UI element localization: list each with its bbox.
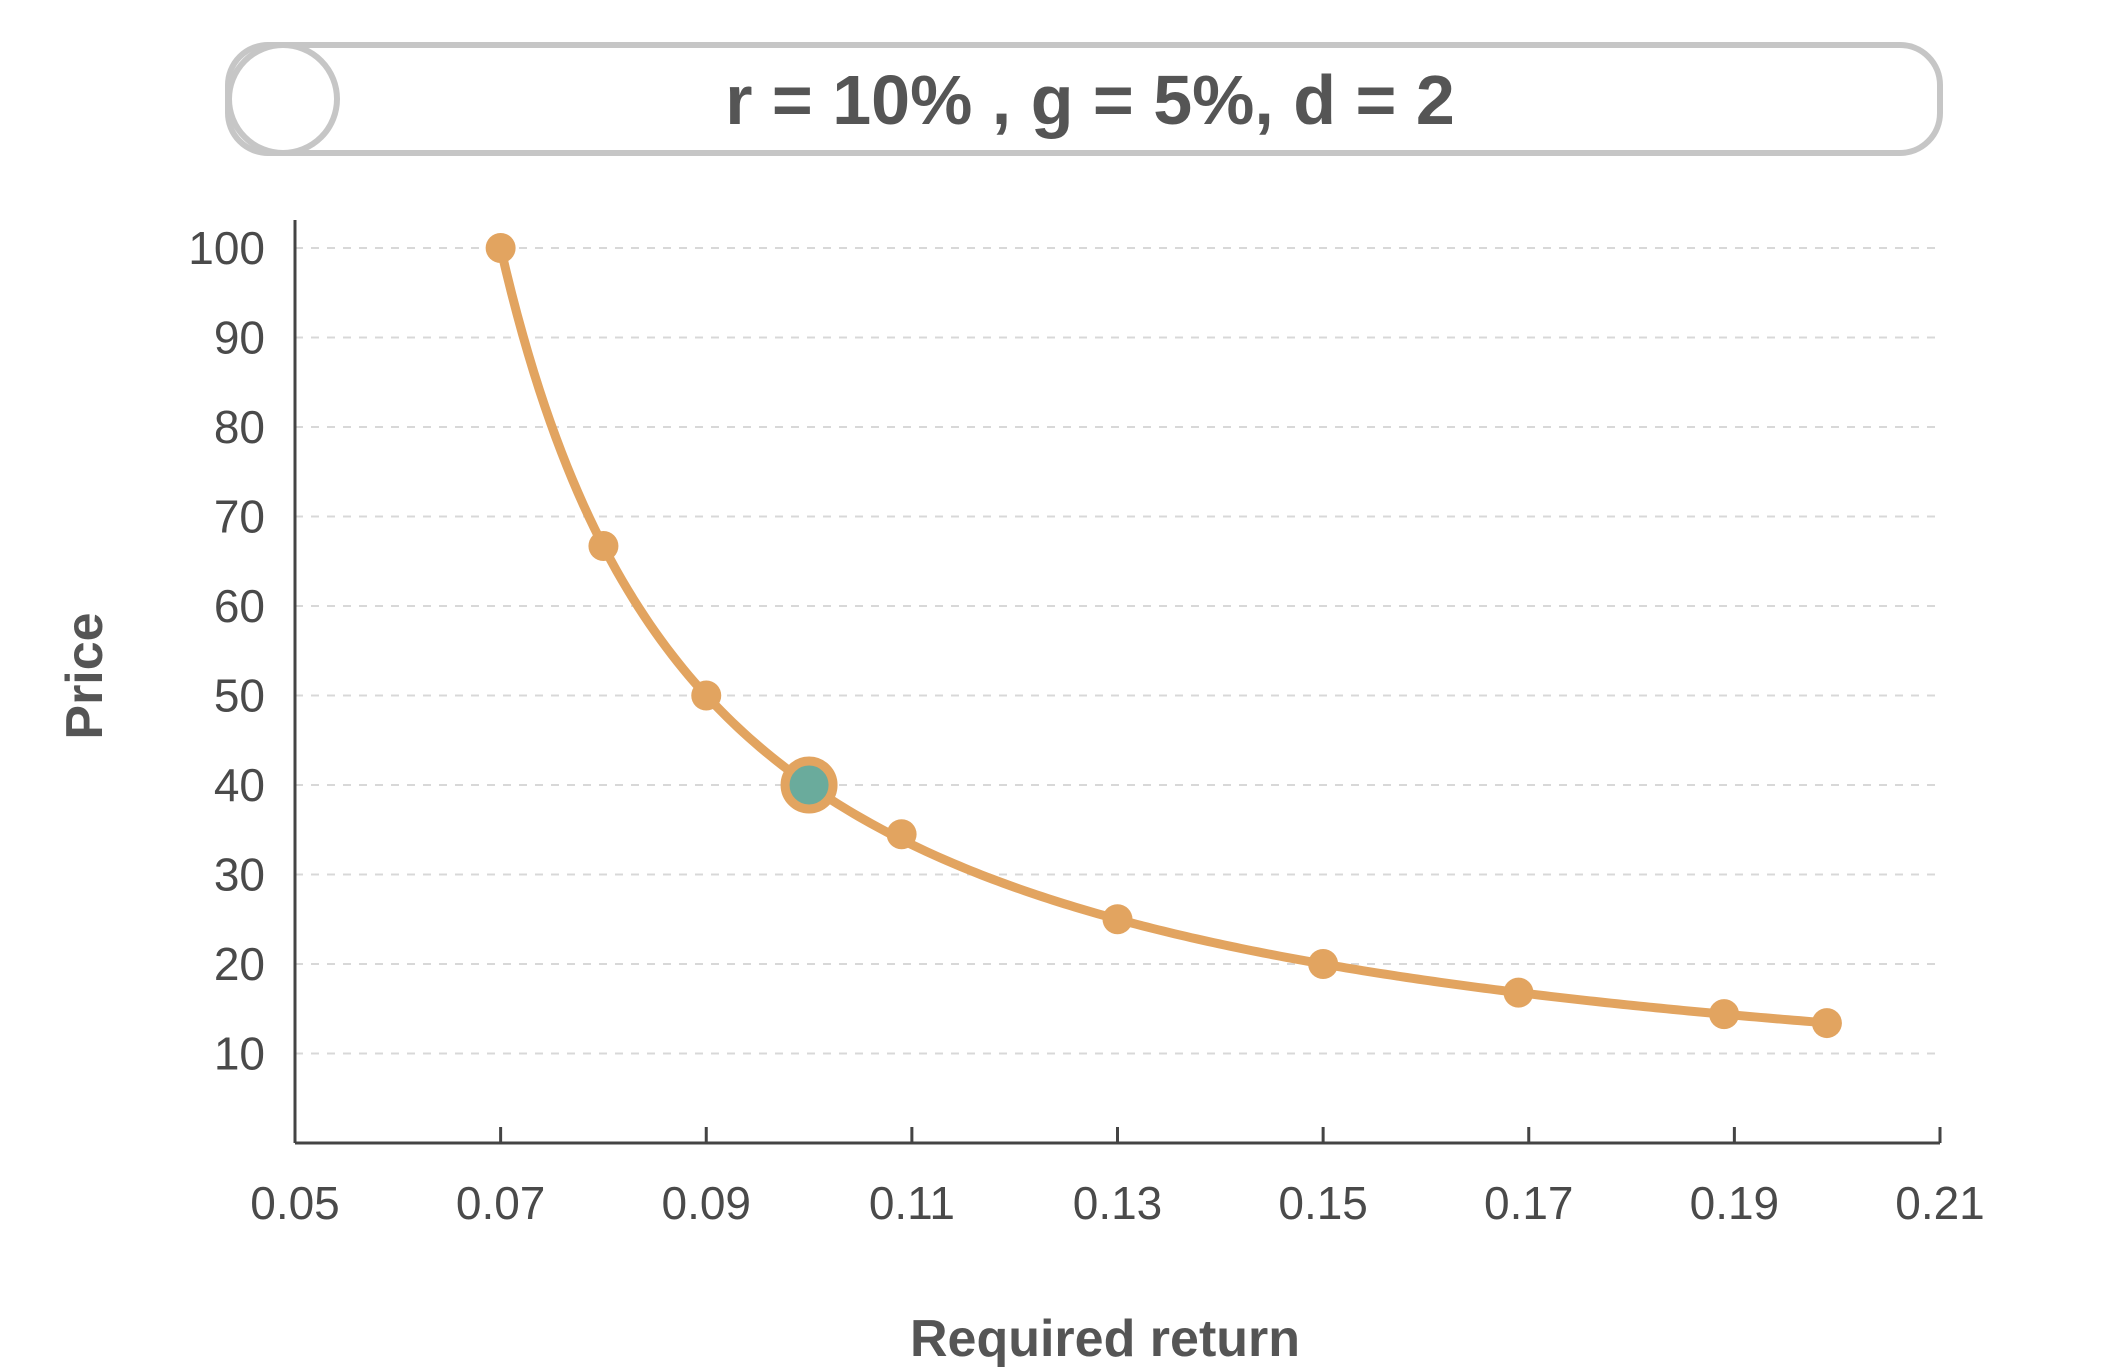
x-tick-label: 0.15 <box>1278 1177 1368 1229</box>
data-point <box>1811 1008 1842 1039</box>
x-tick-label: 0.21 <box>1895 1177 1985 1229</box>
y-axis-title: Price <box>56 612 114 739</box>
y-tick-label: 50 <box>214 670 265 722</box>
slider-label: r = 10% , g = 5%, d = 2 <box>725 61 1455 139</box>
y-tick-label: 90 <box>214 312 265 364</box>
x-tick-label: 0.19 <box>1690 1177 1780 1229</box>
y-tick-label: 10 <box>214 1028 265 1080</box>
x-tick-label: 0.05 <box>250 1177 340 1229</box>
data-point <box>886 819 917 850</box>
y-tick-label: 40 <box>214 759 265 811</box>
x-axis-title: Required return <box>910 1310 1300 1368</box>
data-points <box>485 233 1842 1039</box>
data-point <box>485 233 516 263</box>
grid-lines <box>295 247 1940 1055</box>
data-point <box>1308 949 1339 979</box>
parameter-slider[interactable]: r = 10% , g = 5%, d = 2 <box>225 42 1943 156</box>
x-tick-label: 0.13 <box>1073 1177 1163 1229</box>
y-tick-label: 30 <box>214 849 265 901</box>
data-point <box>588 531 619 562</box>
slider-knob[interactable] <box>226 42 340 156</box>
data-point <box>1709 999 1740 1030</box>
tick-labels: 10 20 30 40 50 60 70 80 90 100 0.05 0.07 0.09 0.11 0.1… <box>188 222 1985 1229</box>
axes <box>293 220 1942 1145</box>
x-tick-label: 0.11 <box>869 1177 955 1229</box>
current-selection-point[interactable] <box>780 756 838 814</box>
y-tick-label: 20 <box>214 938 265 990</box>
price-curve <box>496 243 1832 1028</box>
x-tick-label: 0.09 <box>661 1177 751 1229</box>
y-tick-label: 100 <box>188 222 265 274</box>
y-tick-label: 80 <box>214 401 265 453</box>
x-tick-label: 0.17 <box>1484 1177 1574 1229</box>
y-tick-label: 70 <box>214 491 265 543</box>
y-tick-label: 60 <box>214 580 265 632</box>
data-point <box>1503 977 1534 1008</box>
data-point <box>1102 904 1133 935</box>
x-tick-label: 0.07 <box>456 1177 546 1229</box>
data-point <box>691 680 722 711</box>
